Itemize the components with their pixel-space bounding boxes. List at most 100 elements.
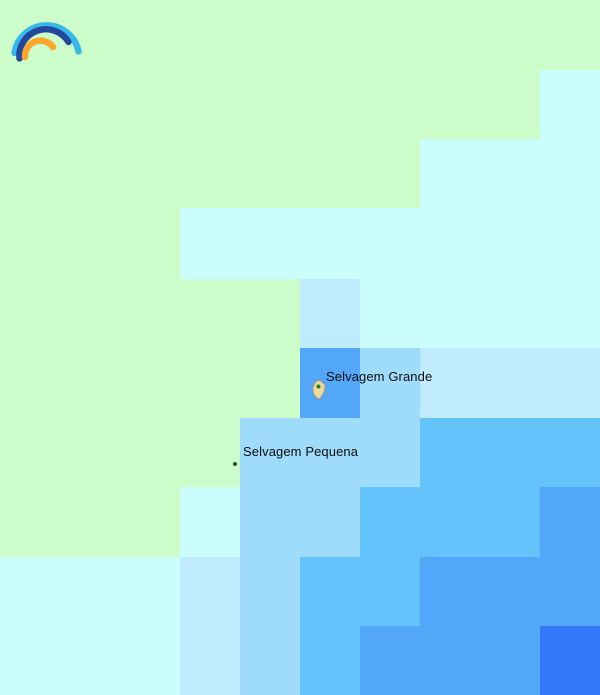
- map-cell: [360, 139, 421, 209]
- map-cell: [480, 208, 541, 280]
- map-cell: [240, 279, 301, 349]
- map-cell: [420, 557, 481, 627]
- map-cell: [360, 626, 421, 695]
- map-cell: [60, 139, 121, 209]
- map-cell: [60, 208, 121, 280]
- map-cell: [120, 626, 181, 695]
- map-cell: [540, 626, 600, 695]
- map-cell: [60, 348, 121, 419]
- map-cell: [480, 0, 541, 71]
- map-cell: [0, 70, 61, 140]
- map-cell: [120, 139, 181, 209]
- map-cell: [420, 139, 481, 209]
- map-cell: [180, 70, 241, 140]
- map-cell: [60, 626, 121, 695]
- map-cell: [540, 487, 600, 558]
- map-cell: [300, 279, 361, 349]
- selvagem-grande-island-icon: [312, 380, 326, 400]
- map-cell: [420, 626, 481, 695]
- map-cell: [360, 208, 421, 280]
- map-cell: [240, 557, 301, 627]
- map-cell: [180, 418, 241, 488]
- map-cell: [480, 139, 541, 209]
- map-cell: [480, 626, 541, 695]
- map-cell: [120, 557, 181, 627]
- logo-middle-arc-icon: [16, 26, 72, 62]
- map-cell: [120, 0, 181, 71]
- map-cell: [360, 279, 421, 349]
- map-cell: [300, 418, 361, 488]
- map-cell: [240, 0, 301, 71]
- place-label-selvagem-grande[interactable]: Selvagem Grande: [326, 369, 433, 384]
- map-cell: [180, 279, 241, 349]
- logo-inner-arc-icon: [21, 37, 57, 61]
- map-cell: [180, 487, 241, 558]
- map-cell: [240, 139, 301, 209]
- map-cell: [180, 0, 241, 71]
- map-cell: [360, 557, 421, 627]
- map-cell: [120, 70, 181, 140]
- map-cell: [480, 487, 541, 558]
- map-cell: [480, 279, 541, 349]
- map-cell: [60, 487, 121, 558]
- map-cell: [240, 348, 301, 419]
- map-cell: [540, 348, 600, 419]
- map-cell: [360, 70, 421, 140]
- map-cell: [360, 0, 421, 71]
- map-cell: [240, 70, 301, 140]
- map-cell: [240, 418, 301, 488]
- map-cell: [300, 557, 361, 627]
- meteoblue-logo[interactable]: [5, 5, 90, 65]
- map-cell: [420, 70, 481, 140]
- place-label-selvagem-pequena[interactable]: Selvagem Pequena: [243, 444, 359, 459]
- map-cell: [0, 348, 61, 419]
- selvagem-pequena-island-dot: [232, 461, 237, 466]
- map-cell: [420, 279, 481, 349]
- map-cell: [540, 208, 600, 280]
- map-cell: [540, 70, 600, 140]
- map-cell: [240, 626, 301, 695]
- map-cell: [120, 279, 181, 349]
- map-cell: [0, 418, 61, 488]
- map-cell: [180, 348, 241, 419]
- map-cell: [480, 348, 541, 419]
- map-cell: [360, 418, 421, 488]
- map-cell: [540, 279, 600, 349]
- map-cell: [420, 487, 481, 558]
- map-cell: [180, 557, 241, 627]
- map-cell: [480, 70, 541, 140]
- map-cell: [360, 348, 421, 419]
- map-cell: [420, 0, 481, 71]
- map-cell: [300, 626, 361, 695]
- map-cell: [540, 557, 600, 627]
- map-cell: [420, 208, 481, 280]
- map-cell: [60, 70, 121, 140]
- map-cell: [180, 208, 241, 280]
- map-cell: [240, 487, 301, 558]
- map-cell: [60, 557, 121, 627]
- map-cell: [300, 0, 361, 71]
- map-cell: [540, 0, 600, 71]
- map-cell: [0, 626, 61, 695]
- map-cell: [360, 487, 421, 558]
- map-cell: [300, 208, 361, 280]
- map-cell: [120, 487, 181, 558]
- logo-outer-arc-icon: [11, 22, 82, 57]
- map-cell: [300, 70, 361, 140]
- map-cell: [120, 418, 181, 488]
- map-cell: [300, 487, 361, 558]
- map-cell: [300, 348, 361, 419]
- map-cell: [120, 208, 181, 280]
- map-cell: [0, 557, 61, 627]
- map-cell: [420, 418, 481, 488]
- map-cell: [480, 418, 541, 488]
- map-cell: [480, 557, 541, 627]
- map-cell: [0, 139, 61, 209]
- map-cell: [240, 208, 301, 280]
- map-cell: [540, 139, 600, 209]
- map-cell: [0, 208, 61, 280]
- map-cell: [300, 139, 361, 209]
- map-cell: [60, 279, 121, 349]
